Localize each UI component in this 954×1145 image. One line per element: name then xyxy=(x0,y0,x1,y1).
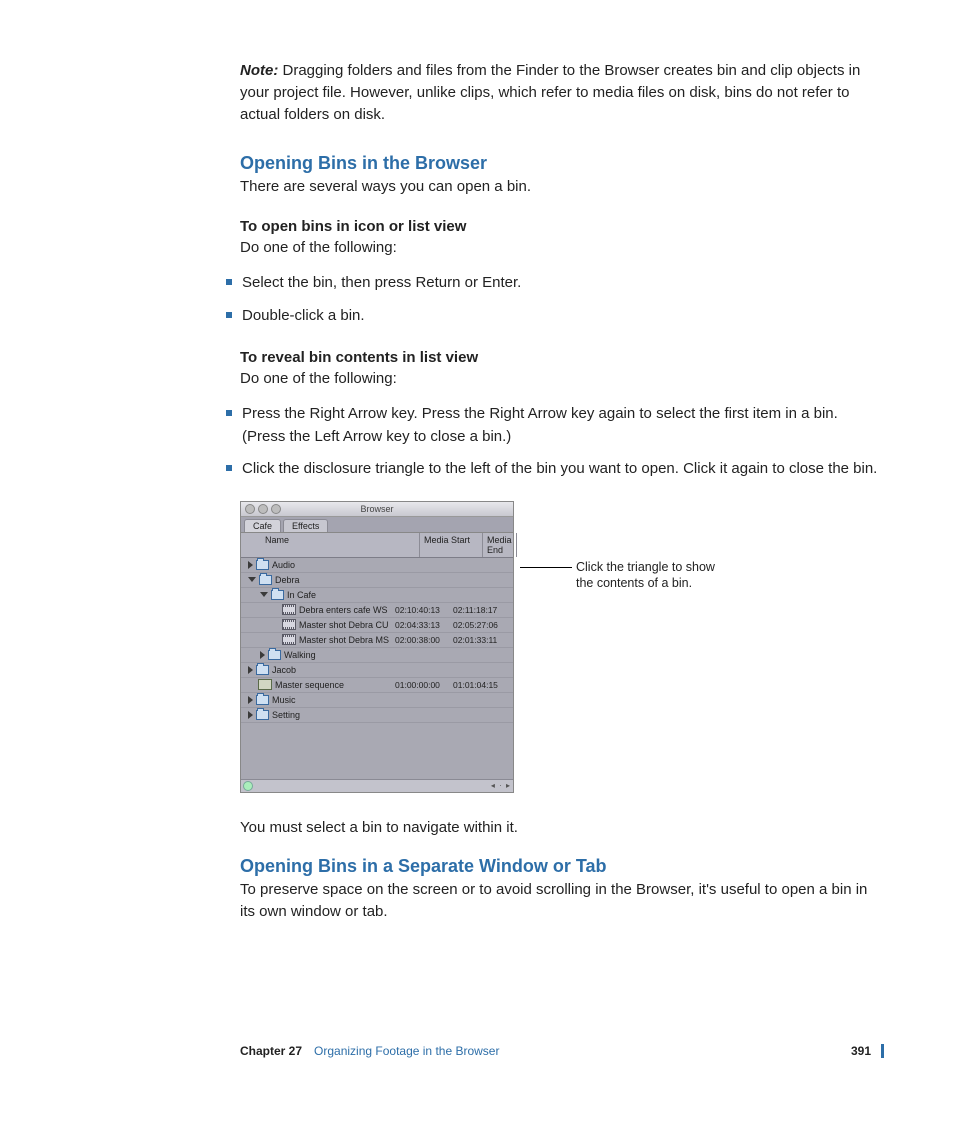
cell-media-start: 02:04:33:13 xyxy=(391,620,449,630)
table-row: Master shot Debra MS02:00:38:0002:01:33:… xyxy=(241,633,513,648)
clip-icon xyxy=(282,619,296,630)
clip-icon xyxy=(282,604,296,615)
disclosure-triangle-icon xyxy=(248,561,253,569)
bullet-list-1: Select the bin, then press Return or Ent… xyxy=(226,272,884,327)
tab-effects: Effects xyxy=(283,519,328,532)
cell-media-end: 02:01:33:11 xyxy=(449,635,513,645)
row-label: Jacob xyxy=(272,665,296,675)
footer-chapter: Chapter 27 xyxy=(240,1044,302,1058)
table-row: Master shot Debra CU02:04:33:1302:05:27:… xyxy=(241,618,513,633)
scroll-orb-icon xyxy=(243,781,253,791)
note-text: Dragging folders and files from the Find… xyxy=(240,62,860,123)
col-media-start: Media Start xyxy=(420,533,483,557)
list-item: Select the bin, then press Return or Ent… xyxy=(226,272,884,295)
bin-icon xyxy=(271,590,284,600)
table-row: Debra enters cafe WS02:10:40:1302:11:18:… xyxy=(241,603,513,618)
scroll-arrows-icon: ◂ · ▸ xyxy=(491,781,511,790)
window-titlebar: Browser xyxy=(241,502,513,517)
bin-icon xyxy=(256,560,269,570)
bin-icon xyxy=(268,650,281,660)
note-label: Note: xyxy=(240,62,278,79)
after-shot-text: You must select a bin to navigate within… xyxy=(240,817,884,839)
row-label: Music xyxy=(272,695,296,705)
disclosure-triangle-icon xyxy=(248,577,256,582)
footer-title: Organizing Footage in the Browser xyxy=(314,1044,499,1058)
row-label: Master shot Debra CU xyxy=(299,620,389,630)
footer-page-number: 391 xyxy=(851,1044,871,1058)
table-row: Audio xyxy=(241,558,513,573)
table-row: Walking xyxy=(241,648,513,663)
table-row: Master sequence 01:00:00:0001:01:04:15 xyxy=(241,678,513,693)
row-label: Debra enters cafe WS xyxy=(299,605,388,615)
cell-media-end: 02:11:18:17 xyxy=(449,605,513,615)
list-item: Click the disclosure triangle to the lef… xyxy=(226,458,884,481)
cell-media-start: 01:00:00:00 xyxy=(391,680,449,690)
row-label: Setting xyxy=(272,710,300,720)
row-label: In Cafe xyxy=(287,590,316,600)
col-name: Name xyxy=(241,533,420,557)
browser-tabs: Cafe Effects xyxy=(241,517,513,533)
callout-text: Click the triangle to show the contents … xyxy=(576,560,715,590)
subhead-icon-list: To open bins in icon or list view xyxy=(240,216,884,237)
section-heading-opening-bins: Opening Bins in the Browser xyxy=(240,153,884,174)
disclosure-triangle-icon xyxy=(248,711,253,719)
callout-leader-line xyxy=(520,567,572,568)
section-heading-separate-window: Opening Bins in a Separate Window or Tab xyxy=(240,856,884,877)
table-row: In Cafe xyxy=(241,588,513,603)
subtext-2: Do one of the following: xyxy=(240,368,884,389)
scrollbar: ◂ · ▸ xyxy=(241,779,513,792)
note-paragraph: Note: Dragging folders and files from th… xyxy=(240,60,884,125)
section2-intro: To preserve space on the screen or to av… xyxy=(240,879,884,923)
bin-icon xyxy=(256,710,269,720)
tab-cafe: Cafe xyxy=(244,519,281,532)
row-label: Master sequence xyxy=(275,680,344,690)
disclosure-triangle-icon xyxy=(260,651,265,659)
bin-icon xyxy=(256,695,269,705)
cell-media-end: 02:05:27:06 xyxy=(449,620,513,630)
sequence-icon xyxy=(258,679,272,690)
row-label: Master shot Debra MS xyxy=(299,635,389,645)
list-item: Double-click a bin. xyxy=(226,305,884,328)
window-title: Browser xyxy=(241,504,513,514)
page-footer: Chapter 27 Organizing Footage in the Bro… xyxy=(240,1044,884,1058)
footer-bar xyxy=(881,1044,884,1058)
column-header-row: Name Media Start Media End xyxy=(241,533,513,558)
table-row: Music xyxy=(241,693,513,708)
callout: Click the triangle to show the contents … xyxy=(520,559,726,592)
row-label: Audio xyxy=(272,560,295,570)
row-label: Walking xyxy=(284,650,316,660)
disclosure-triangle-icon xyxy=(260,592,268,597)
bullet-list-2: Press the Right Arrow key. Press the Rig… xyxy=(226,403,884,481)
table-row: Debra xyxy=(241,573,513,588)
bin-icon xyxy=(259,575,272,585)
list-item: Press the Right Arrow key. Press the Rig… xyxy=(226,403,884,448)
clip-icon xyxy=(282,634,296,645)
browser-body: AudioDebraIn CafeDebra enters cafe WS02:… xyxy=(241,558,513,779)
section1-intro: There are several ways you can open a bi… xyxy=(240,176,884,198)
cell-media-start: 02:10:40:13 xyxy=(391,605,449,615)
subhead-reveal-list: To reveal bin contents in list view xyxy=(240,347,884,368)
table-row: Jacob xyxy=(241,663,513,678)
browser-window-screenshot: Browser Cafe Effects Name Media Start Me… xyxy=(240,501,514,793)
subtext-1: Do one of the following: xyxy=(240,237,884,258)
table-row: Setting xyxy=(241,708,513,723)
bin-icon xyxy=(256,665,269,675)
row-label: Debra xyxy=(275,575,300,585)
disclosure-triangle-icon xyxy=(248,696,253,704)
cell-media-end: 01:01:04:15 xyxy=(449,680,513,690)
cell-media-start: 02:00:38:00 xyxy=(391,635,449,645)
disclosure-triangle-icon xyxy=(248,666,253,674)
col-media-end: Media End xyxy=(483,533,517,557)
